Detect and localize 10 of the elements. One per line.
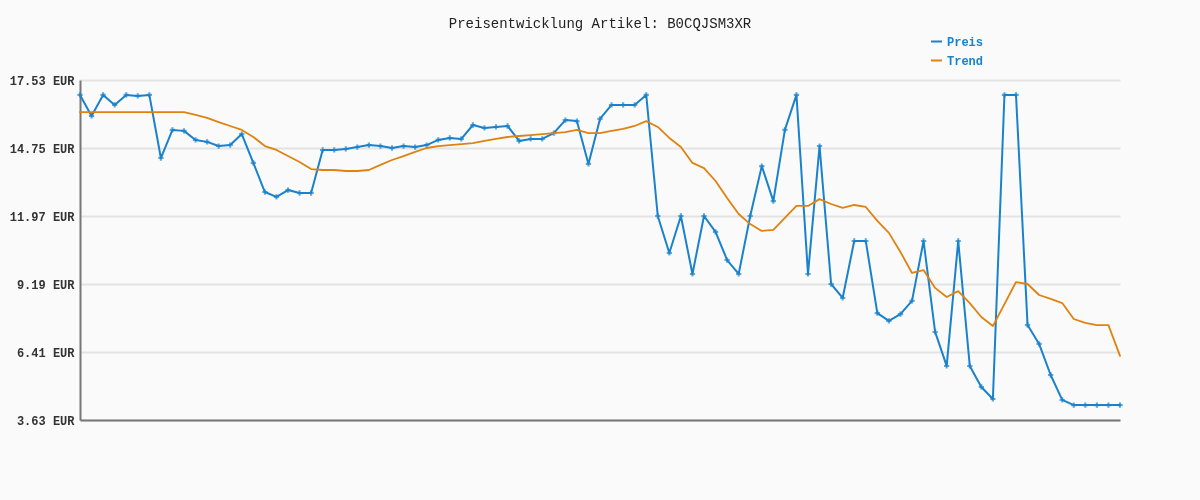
- y-tick-label: 11.97 EUR: [9, 210, 76, 225]
- chart-title: Preisentwicklung Artikel: B0CQJSM3XR: [448, 16, 752, 32]
- legend-label: Trend: [947, 54, 984, 69]
- y-tick-label: 3.63 EUR: [16, 414, 76, 429]
- y-tick-label: 17.53 EUR: [9, 74, 76, 89]
- legend-label: Preis: [947, 35, 984, 50]
- y-tick-label: 14.75 EUR: [9, 142, 76, 157]
- line-series: [79, 111, 1121, 357]
- y-tick-label: 9.19 EUR: [16, 278, 76, 293]
- y-tick-label: 6.41 EUR: [16, 346, 76, 361]
